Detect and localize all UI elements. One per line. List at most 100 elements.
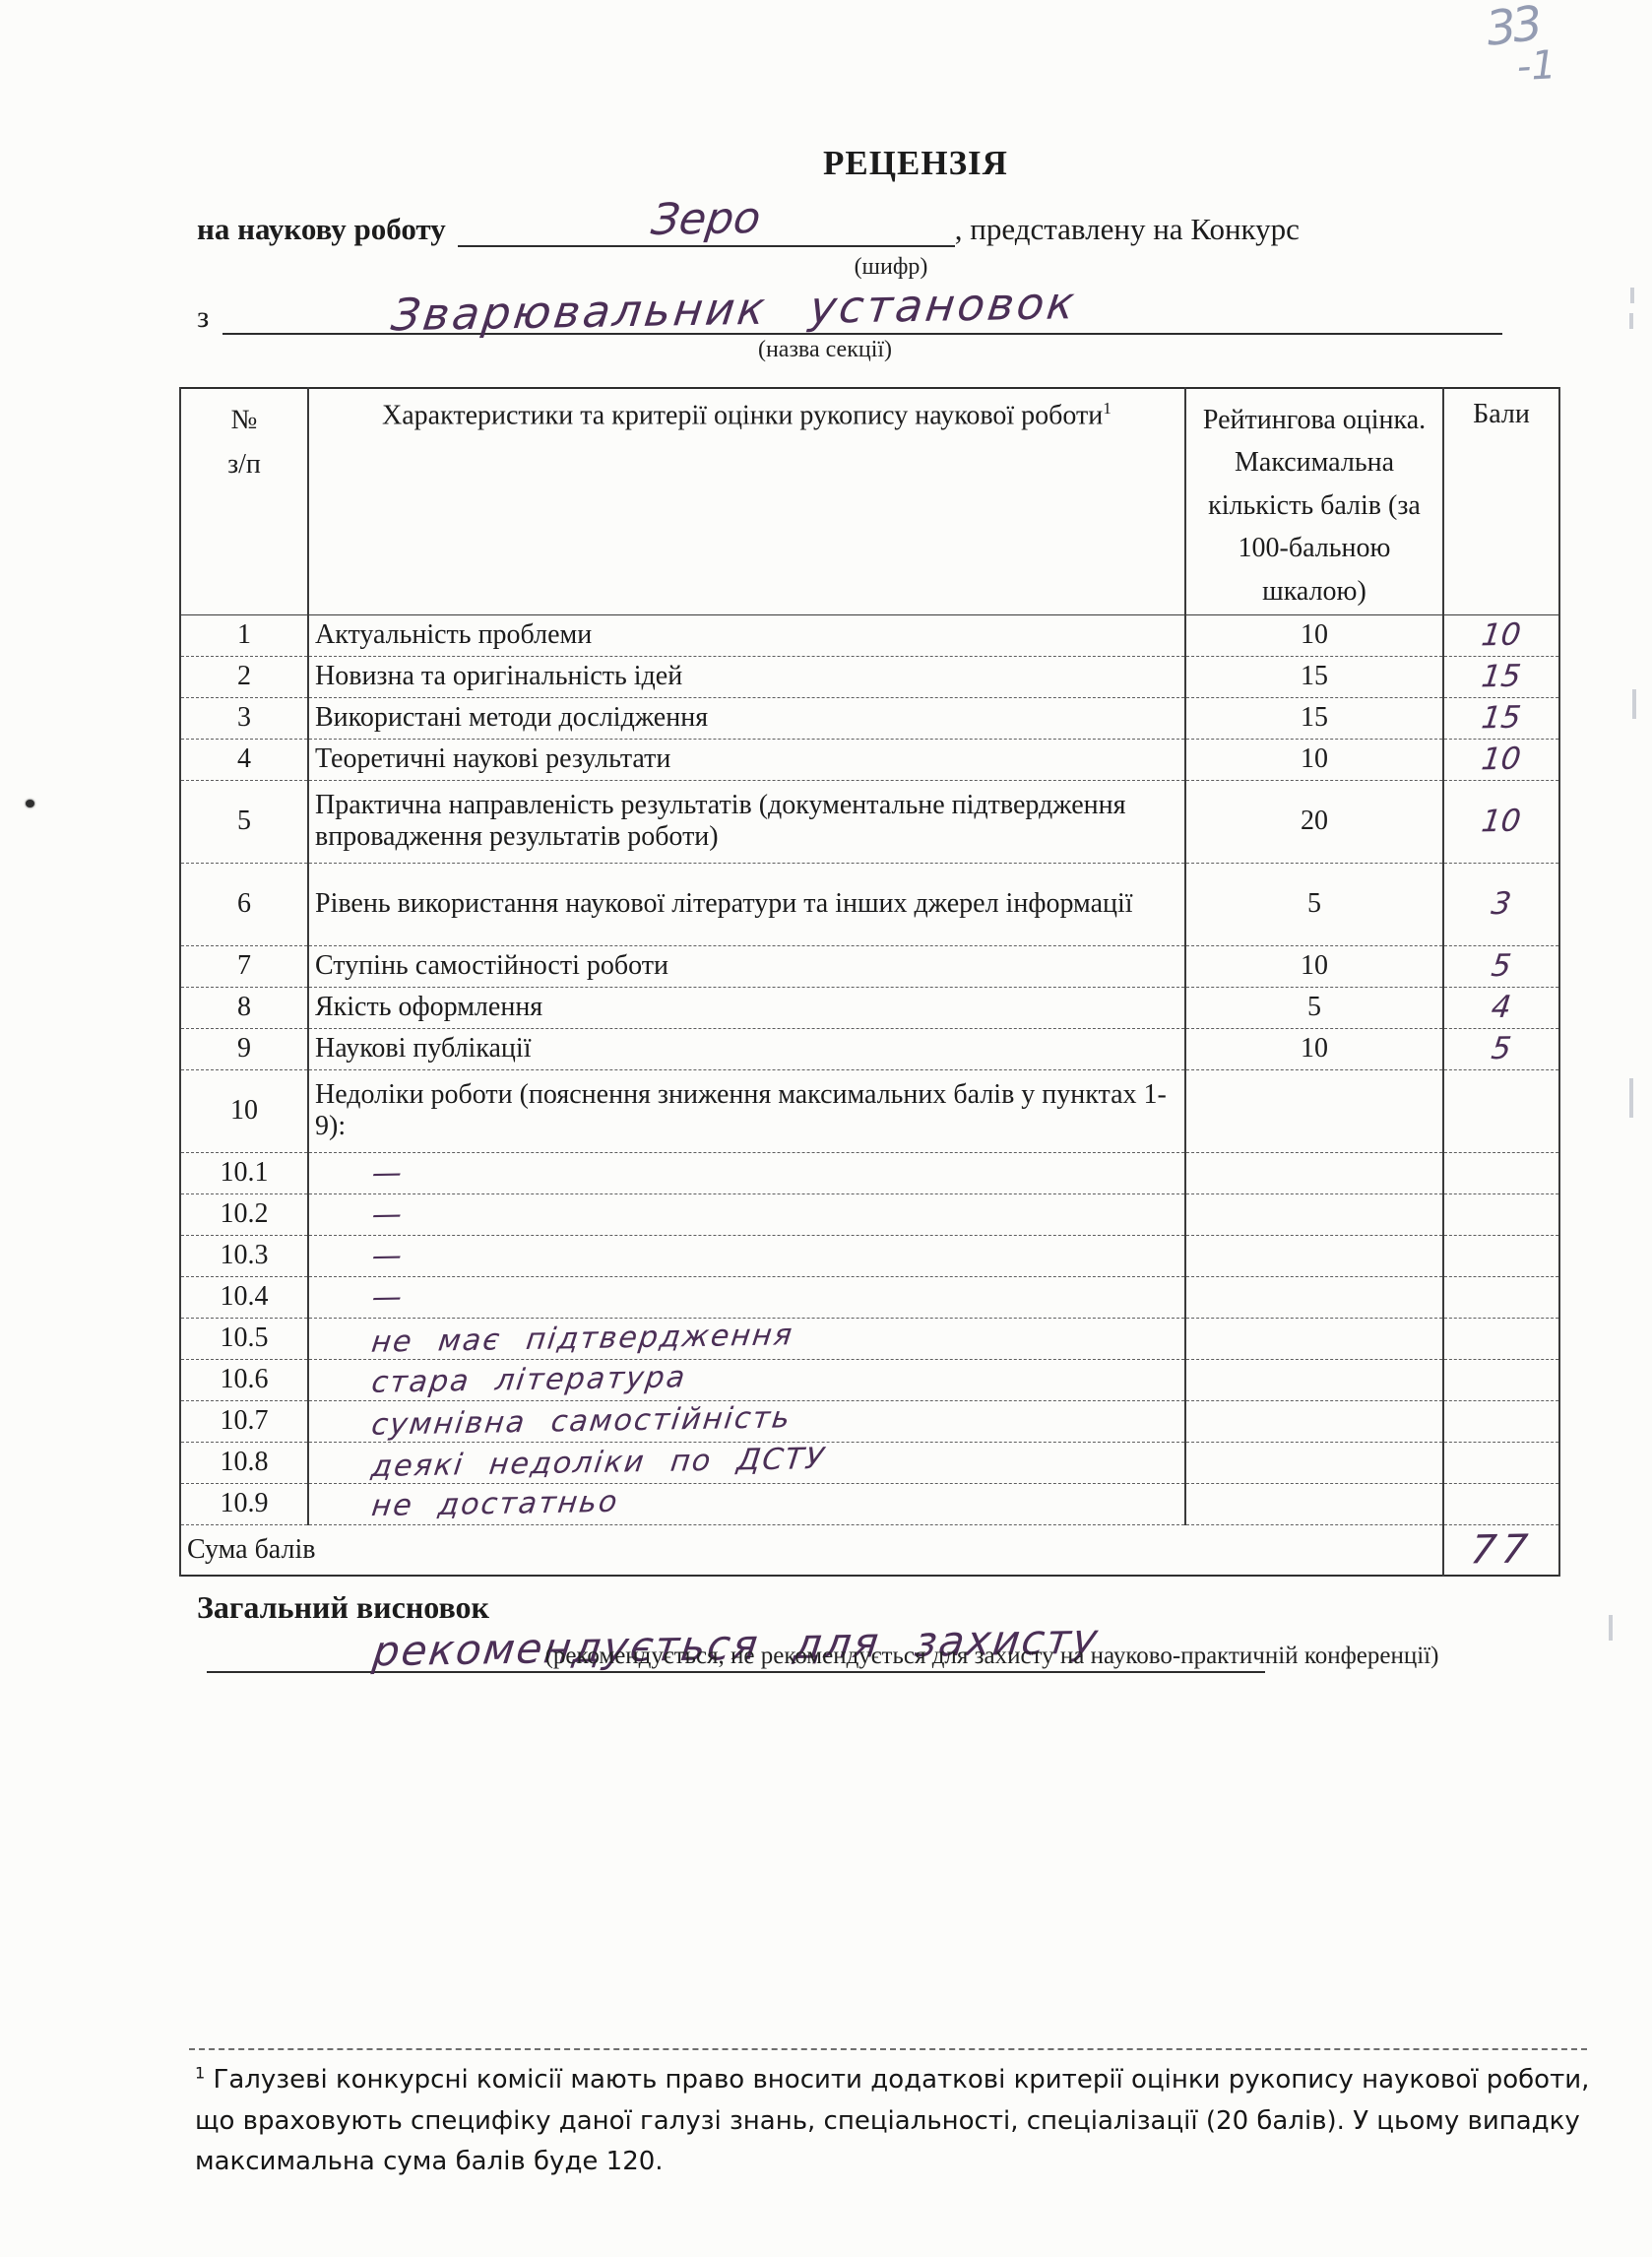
row-criteria-text: Теоретичні наукові результати	[315, 743, 671, 775]
handwritten-score: 15	[1480, 659, 1523, 695]
sum-row: Сума балів 77	[179, 1523, 1560, 1577]
row-rating	[1184, 1193, 1444, 1236]
handwritten-note: —	[369, 1196, 407, 1233]
row-rating	[1184, 1275, 1444, 1319]
handwritten-note: не достатньо	[369, 1484, 621, 1524]
col-header-num: № з/п	[179, 387, 309, 615]
row-rating	[1184, 1151, 1444, 1194]
table-row: 10.3 —	[179, 1234, 1560, 1277]
row-criteria: не достатньо	[307, 1482, 1186, 1525]
handwritten-score: 10	[1480, 742, 1523, 778]
handwritten-note: стара література	[369, 1360, 689, 1400]
table-row: 2 Новизна та оригінальність ідей 15 15	[179, 655, 1560, 698]
row-score	[1442, 1275, 1560, 1319]
table-row: 10.2 —	[179, 1193, 1560, 1236]
row-criteria: Практична направленість результатів (док…	[307, 779, 1186, 864]
row-number: 10.1	[179, 1151, 309, 1194]
row-criteria-text: Рівень використання наукової літератури …	[315, 888, 1133, 920]
row-rating	[1184, 1482, 1444, 1525]
handwritten-score: 15	[1480, 700, 1523, 737]
row-criteria: стара література	[307, 1358, 1186, 1401]
row-number: 10.5	[179, 1317, 309, 1360]
table-row: 10.1 —	[179, 1151, 1560, 1194]
work-cipher-label: на наукову роботу	[197, 212, 446, 246]
criteria-footnote-marker: 1	[1103, 399, 1112, 418]
row-score: 5	[1442, 944, 1560, 988]
row-criteria: —	[307, 1234, 1186, 1277]
row-rating: 10	[1184, 738, 1444, 781]
row-score	[1442, 1193, 1560, 1236]
row-number: 4	[179, 738, 309, 781]
scan-artifact	[1629, 1078, 1633, 1118]
section-label: з	[197, 299, 210, 334]
handwritten-score: 5	[1489, 948, 1514, 985]
row-score: 3	[1442, 862, 1560, 946]
sum-score-cell: 77	[1442, 1523, 1560, 1577]
row-criteria: Використані методи дослідження	[307, 696, 1186, 740]
row-number: 10.6	[179, 1358, 309, 1401]
handwritten-score: 3	[1489, 886, 1514, 923]
row-criteria: Якість оформлення	[307, 986, 1186, 1029]
row-rating: 5	[1184, 986, 1444, 1029]
table-row: 10 Недоліки роботи (пояснення зниження ма…	[179, 1068, 1560, 1153]
handwritten-note: —	[369, 1238, 407, 1274]
row-rating	[1184, 1441, 1444, 1484]
scan-artifact	[26, 800, 34, 807]
row-number: 10.9	[179, 1482, 309, 1525]
row-score	[1442, 1151, 1560, 1194]
handwritten-note: не має підтвердження	[369, 1318, 796, 1360]
row-number: 10	[179, 1068, 309, 1153]
col-header-criteria-text: Характеристики та критерії оцінки рукопи…	[382, 400, 1104, 431]
row-score: 15	[1442, 696, 1560, 740]
row-rating	[1184, 1234, 1444, 1277]
row-number: 1	[179, 613, 309, 657]
row-criteria: Новизна та оригінальність ідей	[307, 655, 1186, 698]
row-score: 4	[1442, 986, 1560, 1029]
page-title: РЕЦЕНЗІЯ	[823, 144, 1008, 182]
criteria-table-body: 1 Актуальність проблеми 10 10 2 Новизна та ор…	[179, 613, 1560, 1577]
row-number: 2	[179, 655, 309, 698]
table-row: 10.7 сумнівна самостійність	[179, 1399, 1560, 1443]
row-rating: 10	[1184, 613, 1444, 657]
handwritten-cipher: Зеро	[648, 193, 764, 245]
col-header-score: Бали	[1442, 387, 1560, 615]
row-number: 7	[179, 944, 309, 988]
row-rating: 10	[1184, 944, 1444, 988]
row-score: 15	[1442, 655, 1560, 698]
handwritten-note: деякі недоліки по ДСТУ	[369, 1442, 828, 1484]
row-criteria: деякі недоліки по ДСТУ	[307, 1441, 1186, 1484]
conclusion-label: Загальний висновок	[197, 1589, 489, 1625]
pencil-note-line2: -1	[1515, 41, 1557, 90]
section-line: з Зварювальник установок	[197, 277, 1536, 341]
handwritten-section: Зварювальник установок	[388, 277, 1081, 342]
row-rating: 15	[1184, 696, 1444, 740]
handwritten-note: —	[369, 1155, 407, 1192]
row-criteria: Актуальність проблеми	[307, 613, 1186, 657]
work-cipher-field: Зеро	[457, 193, 955, 247]
row-score	[1442, 1234, 1560, 1277]
row-rating	[1184, 1358, 1444, 1401]
row-score: 10	[1442, 613, 1560, 657]
row-rating: 10	[1184, 1027, 1444, 1070]
col-header-criteria: Характеристики та критерії оцінки рукопи…	[307, 387, 1186, 615]
table-row: 9 Наукові публікації 10 5	[179, 1027, 1560, 1070]
row-criteria: Теоретичні наукові результати	[307, 738, 1186, 781]
scan-artifact	[1609, 1615, 1613, 1641]
footnote-text: Галузеві конкурсні комісії мають право в…	[195, 2065, 1590, 2177]
row-criteria-text: Практична направленість результатів (док…	[315, 790, 1126, 853]
section-field: Зварювальник установок	[222, 277, 1503, 341]
row-score	[1442, 1482, 1560, 1525]
row-criteria: —	[307, 1151, 1186, 1194]
row-score: 10	[1442, 738, 1560, 781]
row-rating: 5	[1184, 862, 1444, 946]
table-row: 10.8 деякі недоліки по ДСТУ	[179, 1441, 1560, 1484]
row-criteria-text: Якість оформлення	[315, 992, 543, 1023]
table-row: 8 Якість оформлення 5 4	[179, 986, 1560, 1029]
row-score	[1442, 1399, 1560, 1443]
row-criteria-text: Використані методи дослідження	[315, 702, 709, 734]
row-criteria-text: Актуальність проблеми	[315, 619, 593, 651]
row-number: 8	[179, 986, 309, 1029]
table-row: 10.5 не має підтвердження	[179, 1317, 1560, 1360]
table-row: 7 Ступінь самостійності роботи 10 5	[179, 944, 1560, 988]
